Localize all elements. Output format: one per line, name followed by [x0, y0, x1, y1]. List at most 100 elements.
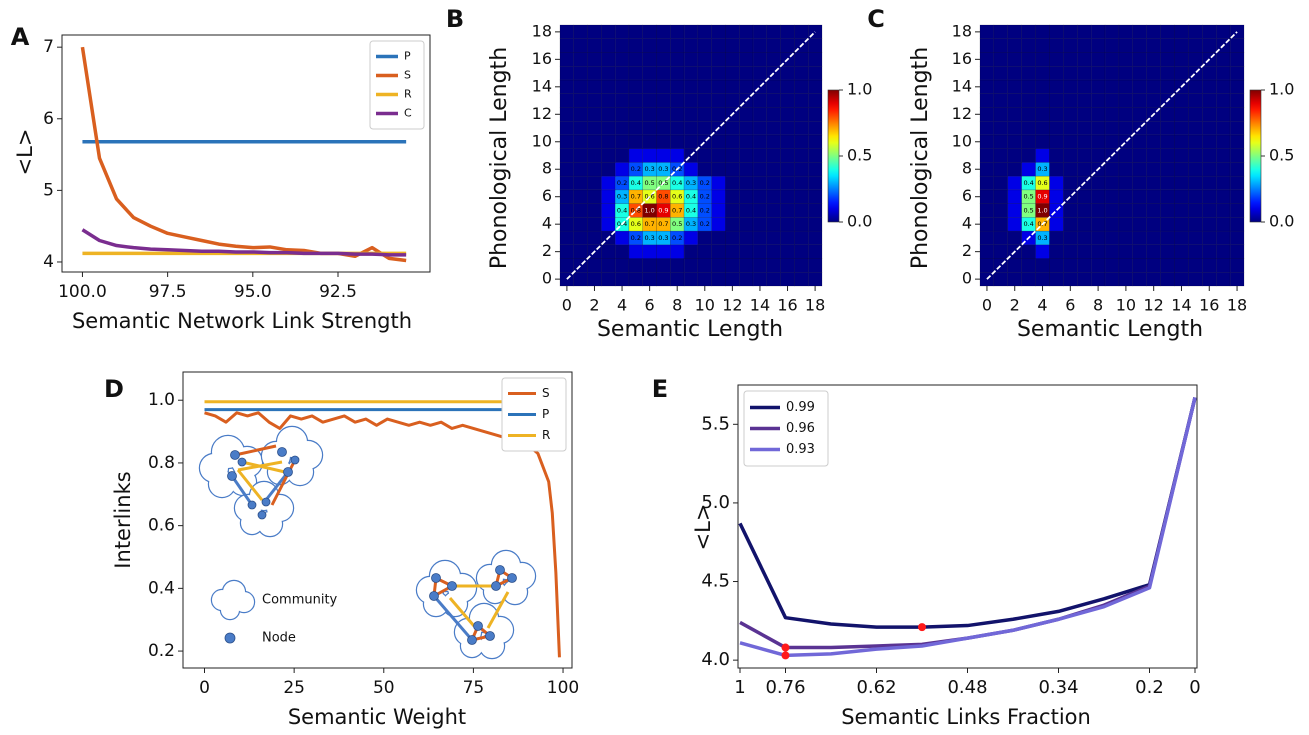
x-tick-label: 6 [1065, 296, 1075, 315]
heat-cell [1090, 65, 1106, 81]
heat-cell [766, 79, 781, 94]
heat-cell [1090, 52, 1106, 67]
heat-cell [1188, 175, 1203, 191]
heat-cell [573, 258, 588, 273]
heat-cell [642, 107, 657, 122]
heat-cell [628, 107, 643, 122]
heat-cell [601, 79, 616, 94]
heat-cell [628, 244, 643, 259]
heat-cell [807, 107, 823, 122]
heat-cell [1021, 107, 1036, 122]
heat-cell [683, 79, 699, 94]
x-tick-label: 4 [1037, 296, 1047, 315]
heat-cell [1104, 230, 1120, 246]
heat-cell [601, 162, 616, 177]
heat-cell [1160, 148, 1175, 163]
cell-label: 0.4 [1023, 179, 1033, 187]
heat-cell [601, 93, 616, 108]
legend-box [743, 390, 829, 467]
heat-cell [1132, 217, 1147, 232]
x-tick-label: 75 [463, 678, 485, 698]
heat-cell [1063, 272, 1078, 287]
heat-cell [1215, 93, 1231, 108]
heat-cell [1021, 244, 1036, 259]
heat-cell [1077, 93, 1092, 108]
heat-cell [739, 38, 754, 53]
heat-cell [573, 217, 588, 232]
heat-cell [1104, 120, 1120, 136]
heat-cell [573, 120, 588, 136]
heat-cell [1104, 93, 1120, 108]
heat-cell [601, 65, 616, 81]
heat-cell [739, 65, 754, 81]
heat-cell [794, 24, 809, 39]
heat-cell [1035, 272, 1050, 287]
heat-cell [1077, 38, 1092, 53]
heat-cell [807, 175, 823, 191]
heat-cell [1215, 175, 1231, 191]
x-tick-label: 6 [645, 296, 655, 315]
heat-cell [656, 79, 671, 94]
heat-cell [807, 203, 823, 218]
heat-cell [1104, 244, 1120, 259]
panel: D Semantic Weight Interlinks 0.2 0.4 0.6 0.8 1.… [104, 371, 579, 729]
heat-cell [559, 230, 575, 246]
heat-cell [794, 79, 809, 94]
heat-cell [1035, 244, 1050, 259]
heat-cell [993, 93, 1009, 108]
x-tick-label: 8 [672, 296, 682, 315]
heat-cell [1104, 65, 1120, 81]
cell-label: 0.4 [631, 179, 641, 187]
heat-cell [642, 148, 657, 163]
y-axis-title: Phonological Length [908, 47, 933, 269]
heat-cell [1063, 93, 1078, 108]
heat-cell [1035, 258, 1050, 273]
heat-cell [1202, 175, 1217, 191]
x-axis-title: Semantic Length [597, 317, 783, 342]
heat-cell [1146, 217, 1161, 232]
heat-cell [711, 134, 726, 149]
heat-cell [573, 52, 588, 67]
heat-cell [807, 38, 823, 53]
heat-cell [697, 148, 712, 163]
heat-cell [1188, 244, 1203, 259]
heat-cell [1063, 189, 1078, 204]
heat-cell [1132, 189, 1147, 204]
heat-cell [1007, 175, 1022, 191]
panel-letter: D [104, 375, 124, 403]
heat-cell [739, 120, 754, 136]
annotation: Community [262, 593, 338, 608]
heat-cell [1090, 244, 1106, 259]
heat-cell [642, 24, 657, 39]
heat-cell [1049, 258, 1064, 273]
heat-cell [1146, 258, 1161, 273]
heat-cell [683, 65, 699, 81]
heat-cell [1021, 52, 1036, 67]
heat-cell [1118, 134, 1134, 149]
heat-cell [656, 244, 671, 259]
y-tick-label: 18 [952, 21, 972, 40]
heat-cell [670, 24, 685, 39]
heat-cell [1118, 65, 1134, 81]
heat-cell [573, 148, 588, 163]
cell-label: 0.2 [700, 179, 710, 187]
y-tick-label: 0.4 [148, 578, 175, 598]
heat-cell [1118, 24, 1134, 39]
heat-cell [587, 93, 602, 108]
heat-cell [1132, 93, 1147, 108]
heat-cell [752, 244, 768, 259]
cell-label: 1.0 [644, 206, 654, 214]
heat-cell [587, 79, 602, 94]
heat-cell [587, 189, 602, 204]
heat-cell [1146, 162, 1161, 177]
heat-cell [1063, 162, 1078, 177]
heat-cell [1090, 189, 1106, 204]
heat-cell [1202, 203, 1217, 218]
cell-label: 0.5 [672, 220, 682, 228]
cell-label: 0.7 [644, 220, 654, 228]
heat-cell [559, 79, 575, 94]
heat-cell [1146, 189, 1161, 204]
cell-label: 0.3 [644, 234, 654, 242]
heat-cell [739, 24, 754, 39]
heat-cell [1049, 217, 1064, 232]
